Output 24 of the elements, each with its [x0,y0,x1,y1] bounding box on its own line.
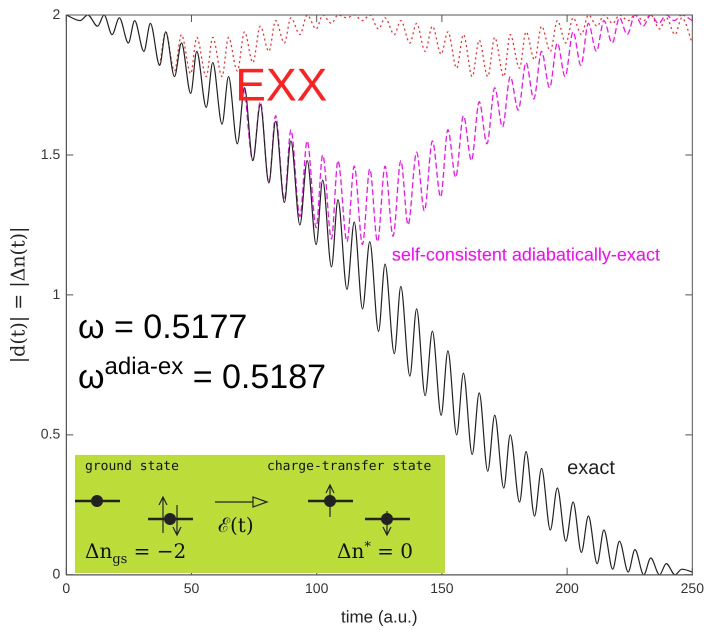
y-tick-label: 1.5 [40,146,60,162]
y-tick-label: 0.5 [40,426,60,442]
x-tick-label: 0 [62,580,70,596]
x-axis-title: time (a.u.) [341,607,418,626]
annotation: ground state [85,459,179,474]
y-tick-label: 2 [52,6,60,22]
annotation: ℰ(t) [218,512,254,538]
x-tick-label: 200 [555,580,579,596]
line-series [66,15,692,575]
series-label: EXX [235,58,328,110]
annotation: ω$^{adia-ex}$ = 0.5187 [78,353,326,397]
x-tick-label: 150 [430,580,454,596]
x-tick-label: 250 [680,580,704,596]
series-label: exact [567,456,616,479]
annotation: charge-transfer state [267,459,432,474]
annotation: ω = 0.5177 [78,308,248,347]
x-tick-label: 50 [184,580,200,596]
annotation: Δn$^{*}$ = 0 [337,539,414,563]
series-label: self-consistent adiabatically-exact [392,244,660,265]
y-axis-title: |d(t)| = |Δn(t)| [7,226,30,364]
y-tick-label: 0 [52,566,60,582]
y-tick-label: 1 [52,286,60,302]
annotation: Δn$_{gs}$ = −2 [85,539,186,567]
x-tick-label: 100 [305,580,329,596]
